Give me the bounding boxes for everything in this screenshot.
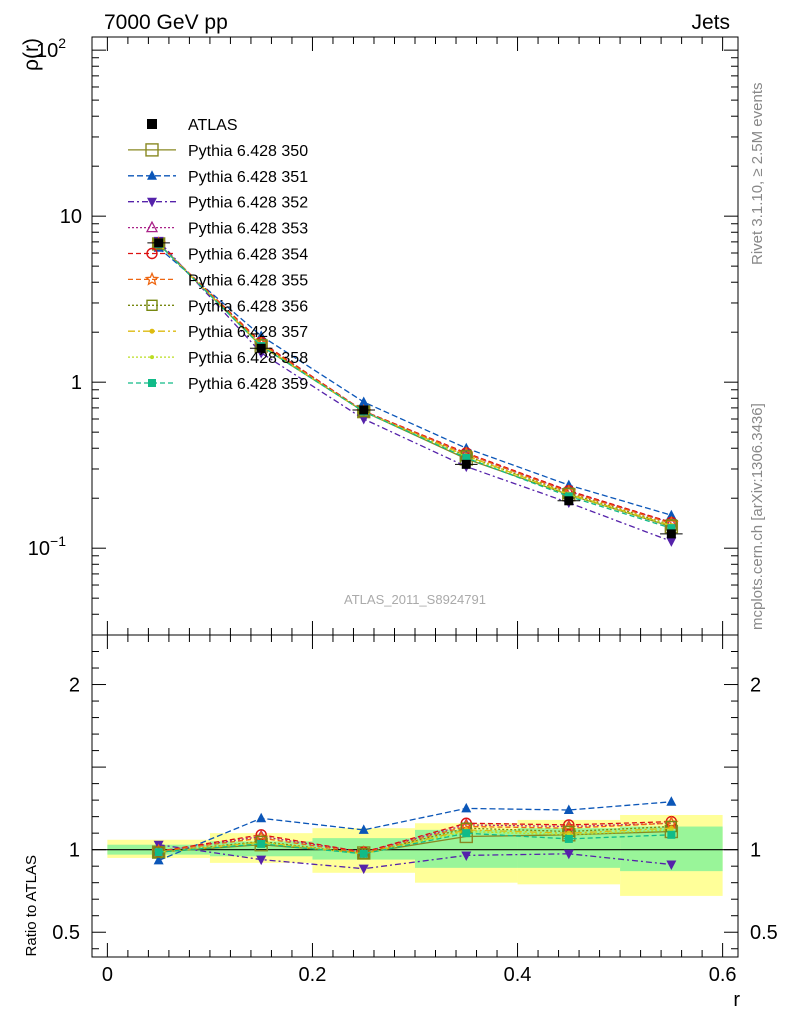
ratio-line-pythia-6-428-352: [158, 844, 672, 870]
legend-marker-atlas: [147, 119, 157, 129]
lower-axis-ticks: 0 0.2 0.4 0.6 0.5 0.5 1 1 2 2: [52, 635, 778, 986]
x-axis-title: r: [733, 989, 740, 1011]
upper-point-pythia-6-428-359: [462, 453, 471, 462]
ratio-line-pythia-6-428-351: [158, 801, 672, 862]
x-tick-label: 0.6: [709, 964, 737, 986]
lower-series-layer: [151, 796, 679, 875]
ratio-point-pythia-6-428-351: [358, 824, 369, 834]
legend-label-pythia-6-428-353: Pythia 6.428 353: [188, 221, 308, 238]
ratio-point-pythia-6-428-359: [462, 829, 471, 838]
legend: ATLAS Pythia 6.428 350 Pythia 6.428 351 Pyt…: [128, 117, 308, 393]
header-process-label: Jets: [691, 11, 730, 34]
legend-marker-pythia-6-428-358: [150, 355, 154, 360]
upper-line-pythia-6-428-355: [158, 243, 672, 525]
ratio-point-pythia-6-428-352: [461, 851, 472, 861]
upper-y-axis-title: ρ(r): [20, 38, 43, 71]
tick-base: 10: [36, 40, 58, 62]
lower-plot-frame: [91, 634, 739, 958]
lower-y-tick-label-right: 2: [750, 675, 761, 697]
upper-point-pythia-6-428-352: [358, 415, 369, 425]
legend-label-pythia-6-428-356: Pythia 6.428 356: [188, 298, 308, 315]
ratio-point-pythia-6-428-351: [461, 802, 472, 813]
upper-line-pythia-6-428-352: [158, 240, 672, 542]
ratio-point-pythia-6-428-352: [666, 860, 677, 871]
legend-label-pythia-6-428-359: Pythia 6.428 359: [188, 376, 308, 393]
ratio-point-pythia-6-428-352: [256, 855, 267, 866]
upper-point-pythia-6-428-359: [667, 524, 676, 533]
tick-base: 10: [60, 206, 82, 228]
ratio-point-pythia-6-428-351: [153, 854, 164, 865]
upper-line-pythia-6-428-354: [158, 243, 672, 524]
lower-y-tick-label-left: 1: [69, 840, 80, 862]
upper-point-pythia-6-428-351: [358, 396, 369, 406]
legend-marker-pythia-6-428-357: [149, 328, 155, 334]
ratio-point-pythia-6-428-354: [563, 819, 575, 831]
x-tick-label: 0.4: [504, 964, 532, 986]
x-tick-label: 0: [102, 964, 113, 986]
ratio-point-pythia-6-428-352: [358, 864, 369, 875]
legend-marker-pythia-6-428-359: [148, 379, 156, 387]
legend-marker-pythia-6-428-351: [147, 170, 157, 180]
ratio-point-pythia-6-428-351: [666, 796, 677, 806]
ratio-line-pythia-6-428-354: [158, 820, 672, 853]
upper-line-pythia-6-428-356: [158, 243, 672, 526]
mcplots-source-label: mcplots.cern.ch [arXiv:1306.3436]: [749, 403, 766, 630]
header-energy-label: 7000 GeV pp: [104, 11, 228, 34]
tick-exponent: −1: [50, 533, 66, 549]
legend-label-pythia-6-428-358: Pythia 6.428 358: [188, 350, 308, 367]
ratio-line-pythia-6-428-356: [158, 825, 672, 855]
legend-marker-pythia-6-428-356: [146, 299, 158, 311]
ratio-line-pythia-6-428-358: [158, 829, 672, 855]
upper-series-layer: [147, 236, 683, 547]
upper-point-pythia-6-428-351: [666, 509, 677, 520]
legend-label-atlas: ATLAS: [188, 117, 238, 134]
tick-base: 1: [71, 372, 82, 394]
ratio-point-pythia-6-428-359: [359, 849, 368, 858]
ratio-point-pythia-6-428-351: [256, 812, 267, 823]
ratio-point-pythia-6-428-359: [154, 848, 163, 857]
ratio-point-pythia-6-428-359: [257, 839, 266, 848]
lower-y-tick-label-left: 2: [69, 675, 80, 697]
upper-y-tick-label: 102: [36, 35, 66, 62]
uncertainty-bands: [92, 814, 738, 896]
legend-label-pythia-6-428-355: Pythia 6.428 355: [188, 272, 308, 289]
legend-marker-pythia-6-428-354: [146, 247, 158, 260]
legend-label-pythia-6-428-350: Pythia 6.428 350: [188, 143, 308, 160]
tick-base: 10: [28, 538, 50, 560]
ratio-line-pythia-6-428-350: [158, 830, 672, 854]
legend-marker-pythia-6-428-353: [145, 220, 159, 233]
tick-exponent: 2: [58, 35, 66, 51]
upper-line-pythia-6-428-351: [158, 247, 672, 516]
lower-y-tick-label-left: 0.5: [52, 922, 80, 944]
legend-marker-pythia-6-428-350: [145, 143, 159, 157]
legend-marker-pythia-6-428-355: [144, 271, 160, 286]
upper-point-pythia-6-428-352: [666, 537, 677, 547]
ratio-point-pythia-6-428-359: [564, 834, 573, 843]
rivet-version-label: Rivet 3.1.10, ≥ 2.5M events: [749, 83, 766, 266]
analysis-watermark: ATLAS_2011_S8924791: [344, 592, 486, 607]
ratio-line-pythia-6-428-353: [158, 822, 672, 853]
upper-y-tick-label: 10−1: [28, 533, 66, 560]
ratio-point-pythia-6-428-351: [563, 804, 574, 815]
ratio-line-pythia-6-428-357: [158, 827, 672, 855]
ratio-line-pythia-6-428-355: [158, 822, 672, 854]
x-tick-label: 0.2: [299, 964, 327, 986]
lower-y-tick-label-right: 0.5: [750, 922, 778, 944]
ratio-point-pythia-6-428-352: [563, 849, 574, 860]
legend-label-pythia-6-428-357: Pythia 6.428 357: [188, 324, 308, 341]
ratio-point-pythia-6-428-359: [667, 830, 676, 839]
legend-label-pythia-6-428-352: Pythia 6.428 352: [188, 195, 308, 212]
ratio-line-pythia-6-428-359: [158, 832, 672, 855]
upper-y-tick-label: 10: [60, 206, 82, 228]
legend-label-pythia-6-428-351: Pythia 6.428 351: [188, 169, 308, 186]
lower-y-axis-title: Ratio to ATLAS: [23, 855, 40, 956]
legend-marker-pythia-6-428-352: [147, 197, 157, 208]
lower-y-tick-label-right: 1: [750, 840, 761, 862]
legend-label-pythia-6-428-354: Pythia 6.428 354: [188, 247, 308, 264]
upper-line-pythia-6-428-359: [158, 243, 672, 529]
upper-y-tick-label: 1: [71, 372, 82, 394]
